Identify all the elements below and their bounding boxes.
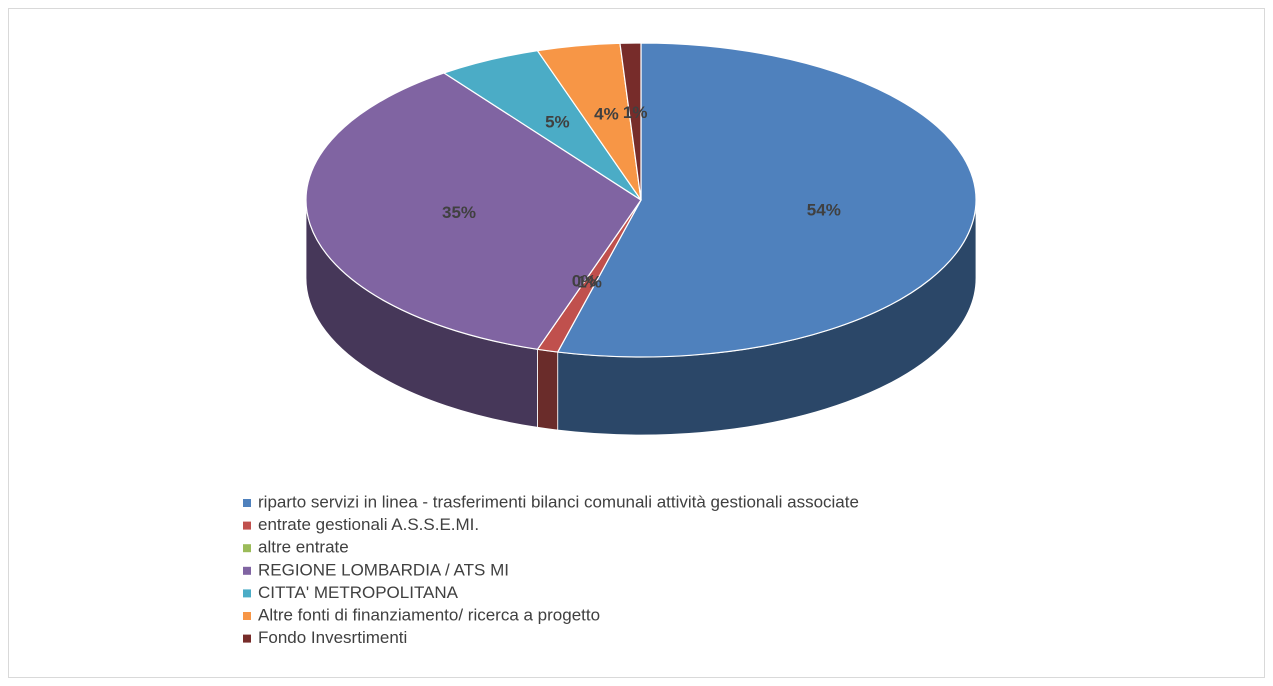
legend-label: Altre fonti di finanziamento/ ricerca a … [258, 605, 600, 624]
data-label: 0% [572, 272, 597, 291]
legend-label: riparto servizi in linea - trasferimenti… [258, 492, 859, 511]
data-label: 5% [545, 113, 570, 132]
data-label: 4% [594, 105, 619, 124]
legend-marker [243, 544, 251, 553]
legend-label: Fondo Invesrtimenti [258, 628, 407, 647]
legend-label: REGIONE LOMBARDIA / ATS MI [258, 560, 509, 579]
legend-label: entrate gestionali A.S.S.E.MI. [258, 515, 479, 534]
legend-marker [243, 521, 251, 530]
legend-label: altre entrate [258, 538, 349, 557]
legend-marker [243, 612, 251, 620]
data-label: 1% [623, 103, 648, 122]
data-label: 35% [442, 203, 476, 222]
legend-marker [243, 566, 251, 575]
data-label: 1% [577, 272, 602, 291]
legend-marker [243, 589, 251, 598]
slice [305, 72, 642, 350]
slice [619, 42, 642, 201]
slice [556, 42, 977, 358]
legend-label: CITTA' METROPOLITANA [258, 583, 459, 602]
data-label: 54% [807, 200, 841, 219]
legend-marker [243, 499, 251, 507]
legend-marker [243, 634, 251, 643]
slice-side [537, 348, 559, 431]
